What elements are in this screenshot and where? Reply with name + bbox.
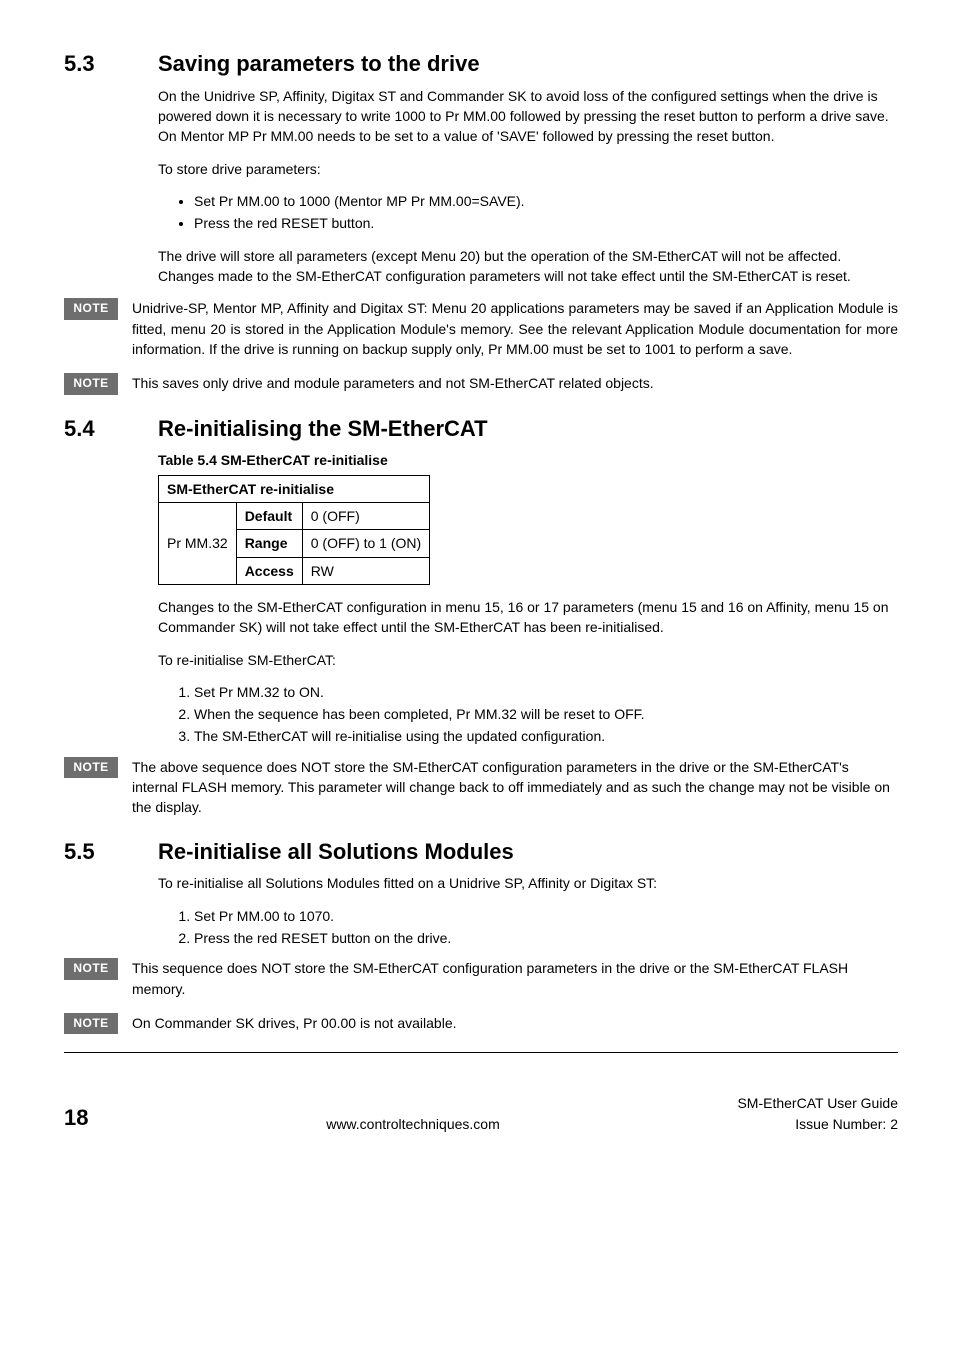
section-5-3: 5.3 Saving parameters to the drive On th… (64, 48, 898, 395)
table-key-cell: Range (236, 530, 302, 557)
param-table: SM-EtherCAT re-initialise Pr MM.32 Defau… (158, 475, 430, 585)
note-badge: NOTE (64, 298, 118, 319)
list-item: Press the red RESET button. (194, 213, 898, 233)
note-badge: NOTE (64, 757, 118, 778)
table-row: Pr MM.32 Default 0 (OFF) (159, 503, 430, 530)
table-row-label: Pr MM.32 (159, 503, 237, 585)
section-5-5: 5.5 Re-initialise all Solutions Modules … (64, 836, 898, 1035)
page-number: 18 (64, 1102, 88, 1134)
note-paragraph: Unidrive-SP, Mentor MP, Affinity and Dig… (132, 298, 898, 359)
table-caption: Table 5.4 SM-EtherCAT re-initialise (158, 450, 898, 470)
section-number: 5.3 (64, 48, 158, 80)
list-item: Set Pr MM.00 to 1070. (194, 906, 898, 926)
paragraph: Changes to the SM-EtherCAT configuration… (158, 597, 898, 638)
footer-right: SM-EtherCAT User Guide Issue Number: 2 (737, 1093, 898, 1134)
footer-guide-title: SM-EtherCAT User Guide (737, 1093, 898, 1113)
paragraph: The drive will store all parameters (exc… (158, 246, 898, 287)
footer-url: www.controltechniques.com (88, 1114, 737, 1134)
section-body: On the Unidrive SP, Affinity, Digitax ST… (158, 86, 898, 286)
note-block: NOTE The above sequence does NOT store t… (64, 757, 898, 818)
bullet-list: Set Pr MM.00 to 1000 (Mentor MP Pr MM.00… (158, 191, 898, 234)
note-text: This saves only drive and module paramet… (132, 373, 898, 393)
note-text: Unidrive-SP, Mentor MP, Affinity and Dig… (132, 298, 898, 359)
note-paragraph: This sequence does NOT store the SM-Ethe… (132, 958, 898, 999)
section-number: 5.4 (64, 413, 158, 445)
heading-row: 5.5 Re-initialise all Solutions Modules (64, 836, 898, 868)
list-item: Set Pr MM.32 to ON. (194, 682, 898, 702)
table-header-row: SM-EtherCAT re-initialise (159, 475, 430, 502)
note-paragraph: This saves only drive and module paramet… (132, 373, 898, 393)
page-footer: 18 www.controltechniques.com SM-EtherCAT… (64, 1093, 898, 1134)
heading-row: 5.3 Saving parameters to the drive (64, 48, 898, 80)
footer-issue-number: Issue Number: 2 (737, 1114, 898, 1134)
paragraph: On the Unidrive SP, Affinity, Digitax ST… (158, 86, 898, 147)
note-badge: NOTE (64, 958, 118, 979)
note-block: NOTE On Commander SK drives, Pr 00.00 is… (64, 1013, 898, 1034)
numbered-list: Set Pr MM.00 to 1070. Press the red RESE… (158, 906, 898, 949)
note-badge: NOTE (64, 1013, 118, 1034)
table-header-cell: SM-EtherCAT re-initialise (159, 475, 430, 502)
paragraph: To re-initialise SM-EtherCAT: (158, 650, 898, 670)
list-item: Press the red RESET button on the drive. (194, 928, 898, 948)
note-badge: NOTE (64, 373, 118, 394)
paragraph: To re-initialise all Solutions Modules f… (158, 873, 898, 893)
note-block: NOTE This saves only drive and module pa… (64, 373, 898, 394)
note-block: NOTE Unidrive-SP, Mentor MP, Affinity an… (64, 298, 898, 359)
section-title: Re-initialising the SM-EtherCAT (158, 413, 488, 445)
heading-row: 5.4 Re-initialising the SM-EtherCAT (64, 413, 898, 445)
table-value-cell: RW (302, 557, 429, 584)
note-paragraph: The above sequence does NOT store the SM… (132, 757, 898, 818)
table-key-cell: Default (236, 503, 302, 530)
section-body: Table 5.4 SM-EtherCAT re-initialise SM-E… (158, 450, 898, 746)
list-item: When the sequence has been completed, Pr… (194, 704, 898, 724)
note-text: This sequence does NOT store the SM-Ethe… (132, 958, 898, 999)
note-text: On Commander SK drives, Pr 00.00 is not … (132, 1013, 898, 1033)
note-block: NOTE This sequence does NOT store the SM… (64, 958, 898, 999)
numbered-list: Set Pr MM.32 to ON. When the sequence ha… (158, 682, 898, 747)
list-item: Set Pr MM.00 to 1000 (Mentor MP Pr MM.00… (194, 191, 898, 211)
section-title: Saving parameters to the drive (158, 48, 480, 80)
paragraph: To store drive parameters: (158, 159, 898, 179)
table-value-cell: 0 (OFF) to 1 (ON) (302, 530, 429, 557)
note-text: The above sequence does NOT store the SM… (132, 757, 898, 818)
table-key-cell: Access (236, 557, 302, 584)
list-item: The SM-EtherCAT will re-initialise using… (194, 726, 898, 746)
section-title: Re-initialise all Solutions Modules (158, 836, 514, 868)
table-value-cell: 0 (OFF) (302, 503, 429, 530)
section-5-4: 5.4 Re-initialising the SM-EtherCAT Tabl… (64, 413, 898, 818)
section-body: To re-initialise all Solutions Modules f… (158, 873, 898, 948)
note-paragraph: On Commander SK drives, Pr 00.00 is not … (132, 1013, 898, 1033)
section-number: 5.5 (64, 836, 158, 868)
footer-divider (64, 1052, 898, 1053)
